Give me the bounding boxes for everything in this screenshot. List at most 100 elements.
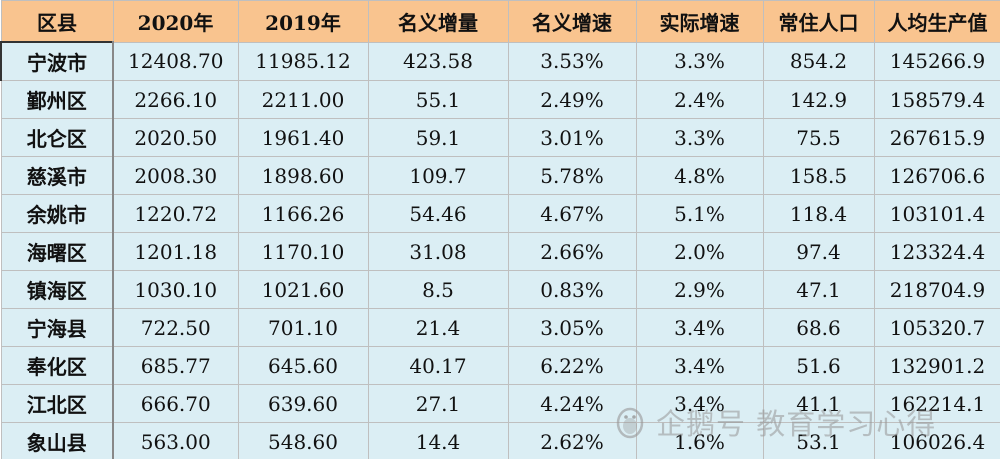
table-header-row: 区县 2020年 2019年 名义增量 名义增速 实际增速 常住人口 人均生产值 (0, 0, 1000, 43)
cell-population: 158.5 (762, 156, 875, 195)
cell-per-capita: 218704.9 (873, 270, 1000, 309)
cell-value-2019: 1170.10 (237, 232, 369, 271)
cell-nominal-increase: 423.58 (367, 41, 509, 81)
cell-population: 118.4 (762, 194, 875, 233)
cell-nominal-growth: 6.22% (507, 346, 637, 385)
cell-population: 41.1 (762, 384, 875, 423)
cell-real-growth: 2.0% (635, 232, 764, 271)
cell-nominal-growth: 4.24% (507, 384, 637, 423)
cell-per-capita: 267615.9 (873, 118, 1000, 157)
cell-district: 慈溪市 (0, 156, 114, 195)
cell-per-capita: 162214.1 (873, 384, 1000, 423)
cell-nominal-increase: 40.17 (367, 346, 509, 385)
cell-nominal-increase: 31.08 (367, 232, 509, 271)
table-row: 鄞州区 2266.10 2211.00 55.1 2.49% 2.4% 142.9 15857… (0, 80, 1000, 119)
cell-district: 北仑区 (0, 118, 114, 157)
cell-value-2019: 11985.12 (237, 41, 369, 81)
cell-value-2019: 639.60 (237, 384, 369, 423)
cell-nominal-increase: 8.5 (367, 270, 509, 309)
cell-value-2020: 12408.70 (112, 41, 239, 81)
cell-population: 68.6 (762, 308, 875, 347)
cell-value-2020: 1220.72 (112, 194, 239, 233)
cell-value-2019: 701.10 (237, 308, 369, 347)
cell-real-growth: 3.4% (635, 346, 764, 385)
cell-value-2020: 1201.18 (112, 232, 239, 271)
cell-nominal-growth: 3.05% (507, 308, 637, 347)
cell-per-capita: 145266.9 (873, 41, 1000, 81)
cell-population: 53.1 (762, 422, 875, 459)
cell-real-growth: 4.8% (635, 156, 764, 195)
cell-nominal-growth: 4.67% (507, 194, 637, 233)
table-row: 余姚市 1220.72 1166.26 54.46 4.67% 5.1% 118.4 1031… (0, 194, 1000, 233)
cell-per-capita: 103101.4 (873, 194, 1000, 233)
cell-value-2020: 685.77 (112, 346, 239, 385)
cell-population: 51.6 (762, 346, 875, 385)
table-row: 象山县 563.00 548.60 14.4 2.62% 1.6% 53.1 106026.4 (0, 422, 1000, 459)
cell-nominal-growth: 3.01% (507, 118, 637, 157)
cell-nominal-growth: 0.83% (507, 270, 637, 309)
cell-real-growth: 3.4% (635, 384, 764, 423)
cell-value-2019: 548.60 (237, 422, 369, 459)
table-row: 宁海县 722.50 701.10 21.4 3.05% 3.4% 68.6 105320.7 (0, 308, 1000, 347)
cell-district: 镇海区 (0, 270, 114, 309)
table-row: 镇海区 1030.10 1021.60 8.5 0.83% 2.9% 47.1 218704.… (0, 270, 1000, 309)
cell-population: 97.4 (762, 232, 875, 271)
cell-value-2019: 1021.60 (237, 270, 369, 309)
cell-value-2020: 1030.10 (112, 270, 239, 309)
cell-nominal-increase: 54.46 (367, 194, 509, 233)
cell-nominal-increase: 14.4 (367, 422, 509, 459)
cell-real-growth: 3.4% (635, 308, 764, 347)
table-body: 宁波市 12408.70 11985.12 423.58 3.53% 3.3% 854.2 1… (0, 41, 1000, 459)
cell-district: 奉化区 (0, 346, 114, 385)
header-population: 常住人口 (762, 0, 875, 43)
table-row: 宁波市 12408.70 11985.12 423.58 3.53% 3.3% 854.2 1… (0, 41, 1000, 81)
cell-nominal-increase: 27.1 (367, 384, 509, 423)
header-2020: 2020年 (112, 0, 239, 43)
cell-population: 142.9 (762, 80, 875, 119)
header-nominal-growth: 名义增速 (507, 0, 637, 43)
cell-real-growth: 2.9% (635, 270, 764, 309)
cell-value-2019: 1898.60 (237, 156, 369, 195)
cell-value-2019: 645.60 (237, 346, 369, 385)
cell-value-2020: 666.70 (112, 384, 239, 423)
cell-per-capita: 158579.4 (873, 80, 1000, 119)
cell-nominal-growth: 3.53% (507, 41, 637, 81)
cell-district: 江北区 (0, 384, 114, 423)
table-row: 北仑区 2020.50 1961.40 59.1 3.01% 3.3% 75.5 267615… (0, 118, 1000, 157)
cell-per-capita: 105320.7 (873, 308, 1000, 347)
cell-value-2019: 1961.40 (237, 118, 369, 157)
header-nominal-increase: 名义增量 (367, 0, 509, 43)
cell-district: 象山县 (0, 422, 114, 459)
header-district: 区县 (0, 0, 114, 43)
cell-value-2020: 2266.10 (112, 80, 239, 119)
header-per-capita: 人均生产值 (873, 0, 1000, 43)
cell-per-capita: 126706.6 (873, 156, 1000, 195)
cell-real-growth: 3.3% (635, 41, 764, 81)
cell-real-growth: 5.1% (635, 194, 764, 233)
table-row: 海曙区 1201.18 1170.10 31.08 2.66% 2.0% 97.4 12332… (0, 232, 1000, 271)
header-real-growth: 实际增速 (635, 0, 764, 43)
table-row: 江北区 666.70 639.60 27.1 4.24% 3.4% 41.1 162214.1 (0, 384, 1000, 423)
cell-nominal-increase: 59.1 (367, 118, 509, 157)
cell-nominal-increase: 55.1 (367, 80, 509, 119)
cell-value-2020: 722.50 (112, 308, 239, 347)
cell-real-growth: 1.6% (635, 422, 764, 459)
cell-population: 47.1 (762, 270, 875, 309)
cell-real-growth: 3.3% (635, 118, 764, 157)
table-row: 奉化区 685.77 645.60 40.17 6.22% 3.4% 51.6 132901.… (0, 346, 1000, 385)
cell-nominal-growth: 5.78% (507, 156, 637, 195)
table-row: 慈溪市 2008.30 1898.60 109.7 5.78% 4.8% 158.5 1267… (0, 156, 1000, 195)
cell-district: 海曙区 (0, 232, 114, 271)
cell-population: 75.5 (762, 118, 875, 157)
cell-population: 854.2 (762, 41, 875, 81)
cell-per-capita: 106026.4 (873, 422, 1000, 459)
cell-value-2020: 2008.30 (112, 156, 239, 195)
cell-value-2020: 2020.50 (112, 118, 239, 157)
cell-nominal-growth: 2.66% (507, 232, 637, 271)
cell-district: 余姚市 (0, 194, 114, 233)
cell-nominal-increase: 109.7 (367, 156, 509, 195)
cell-district: 鄞州区 (0, 80, 114, 119)
cell-value-2019: 1166.26 (237, 194, 369, 233)
